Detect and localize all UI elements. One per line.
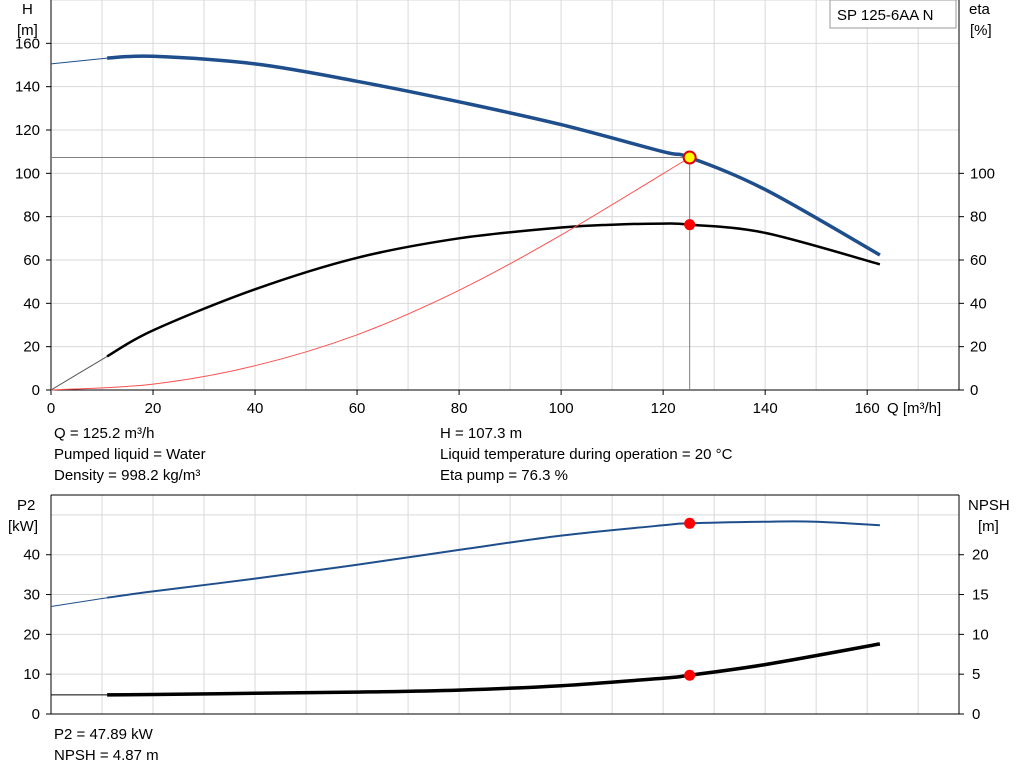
h-tick-label: 100 bbox=[15, 165, 40, 182]
info-density: Density = 998.2 kg/m³ bbox=[54, 467, 201, 484]
top-grid bbox=[51, 0, 959, 390]
bottom-grid bbox=[51, 495, 959, 714]
info-temp: Liquid temperature during operation = 20… bbox=[440, 446, 733, 463]
eta-tick-label: 0 bbox=[970, 382, 978, 399]
info-eta: Eta pump = 76.3 % bbox=[440, 467, 568, 484]
npsh-tick-label: 5 bbox=[972, 666, 980, 683]
eta-tick-label: 40 bbox=[970, 295, 987, 312]
h-tick-label: 40 bbox=[23, 295, 40, 312]
h-tick-label: 20 bbox=[23, 339, 40, 356]
h-tick-label: 80 bbox=[23, 209, 40, 226]
duty-points bbox=[682, 150, 697, 681]
duty-point-npsh-marker bbox=[684, 669, 696, 681]
eta-tick-label: 100 bbox=[970, 165, 995, 182]
p2-tick-label: 0 bbox=[32, 706, 40, 723]
chart-title: SP 125-6AA N bbox=[837, 7, 933, 24]
q-tick-label: 160 bbox=[855, 400, 880, 417]
npsh-axis-label: NPSH bbox=[968, 497, 1010, 514]
p2-tick-label: 10 bbox=[23, 666, 40, 683]
info-p2: P2 = 47.89 kW bbox=[54, 726, 153, 743]
q-axis-label: Q [m³/h] bbox=[887, 400, 941, 417]
p2-tick-label: 30 bbox=[23, 587, 40, 604]
h-curve-extension bbox=[50, 57, 108, 65]
p2-curve-extension bbox=[50, 597, 108, 607]
q-tick-label: 140 bbox=[753, 400, 778, 417]
curves bbox=[50, 54, 881, 697]
h-curve bbox=[107, 54, 881, 257]
info-q: Q = 125.2 m³/h bbox=[54, 425, 155, 442]
npsh-tick-label: 15 bbox=[972, 587, 989, 604]
p2-tick-label: 40 bbox=[23, 547, 40, 564]
duty-point-eta-marker bbox=[684, 219, 696, 231]
eta-tick-label: 80 bbox=[970, 209, 987, 226]
npsh-axis-unit: [m] bbox=[978, 518, 999, 535]
eta-tick-label: 60 bbox=[970, 252, 987, 269]
q-tick-label: 120 bbox=[651, 400, 676, 417]
info-liquid: Pumped liquid = Water bbox=[54, 446, 206, 463]
info-h: H = 107.3 m bbox=[440, 425, 523, 442]
q-tick-label: 100 bbox=[549, 400, 574, 417]
system-curve bbox=[50, 157, 690, 391]
npsh-tick-label: 20 bbox=[972, 547, 989, 564]
q-tick-label: 20 bbox=[145, 400, 162, 417]
h-tick-label: 160 bbox=[15, 35, 40, 52]
eta-curve bbox=[106, 222, 881, 358]
h-tick-label: 60 bbox=[23, 252, 40, 269]
h-tick-label: 0 bbox=[32, 382, 40, 399]
h-axis-unit: [m] bbox=[17, 22, 38, 39]
eta-curve-extension bbox=[50, 355, 108, 391]
info-npsh: NPSH = 4.87 m bbox=[54, 747, 159, 764]
h-axis-label: H bbox=[22, 1, 33, 18]
q-tick-label: 80 bbox=[451, 400, 468, 417]
p2-axis-label: P2 bbox=[17, 497, 35, 514]
h-tick-label: 120 bbox=[15, 122, 40, 139]
duty-point-h-marker bbox=[682, 150, 697, 165]
q-tick-label: 0 bbox=[47, 400, 55, 417]
eta-axis-label: eta bbox=[969, 1, 991, 18]
q-tick-label: 40 bbox=[247, 400, 264, 417]
p2-curve bbox=[106, 520, 880, 599]
npsh-curve bbox=[107, 642, 881, 697]
p2-axis-unit: [kW] bbox=[8, 518, 38, 535]
eta-axis-unit: [%] bbox=[970, 22, 992, 39]
npsh-tick-label: 10 bbox=[972, 626, 989, 643]
p2-tick-label: 20 bbox=[23, 626, 40, 643]
npsh-tick-label: 0 bbox=[972, 706, 980, 723]
eta-tick-label: 20 bbox=[970, 339, 987, 356]
duty-point-p2-marker bbox=[684, 517, 696, 529]
title-box bbox=[829, 0, 957, 29]
plot-frames bbox=[46, 0, 964, 715]
h-tick-label: 140 bbox=[15, 79, 40, 96]
q-tick-label: 60 bbox=[349, 400, 366, 417]
